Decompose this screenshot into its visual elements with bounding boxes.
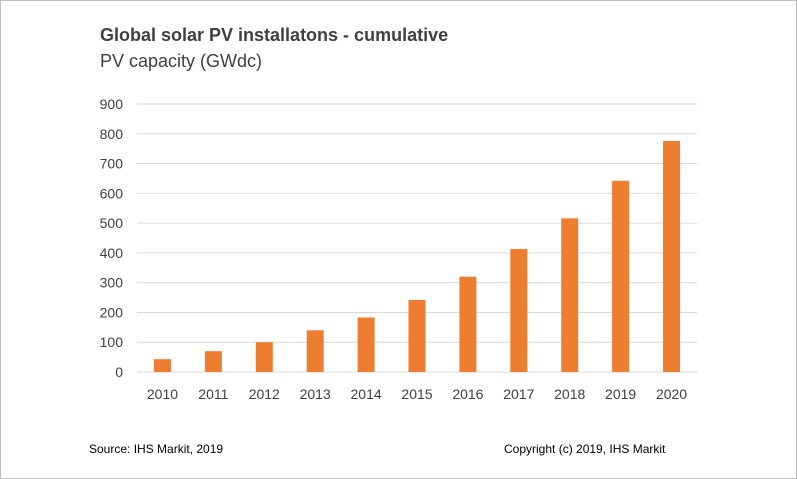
y-axis-ticks: 0 100 200 300 400 500 600 700 800 900 [100,96,124,380]
y-tick-label: 500 [100,215,124,231]
bar-2019 [612,180,630,372]
x-tick-label: 2019 [605,386,636,402]
gridlines [137,103,697,373]
x-tick-label: 2017 [503,386,534,402]
x-tick-label: 2012 [249,386,280,402]
y-tick-label: 800 [100,126,124,142]
bar-2018 [561,218,579,372]
chart-subtitle: PV capacity (GWdc) [100,51,263,71]
y-tick-label: 600 [100,185,124,201]
y-tick-label: 200 [100,304,124,320]
bars [153,140,681,372]
y-tick-label: 700 [100,156,124,172]
bar-2011 [204,351,222,372]
y-tick-label: 100 [100,334,124,350]
bar-2013 [306,330,324,372]
y-tick-label: 300 [100,275,124,291]
x-tick-label: 2014 [351,386,382,402]
y-tick-label: 900 [100,96,124,112]
bar-2016 [459,276,477,372]
copyright-note: Copyright (c) 2019, IHS Markit [504,442,666,456]
x-tick-label: 2011 [198,386,228,402]
bar-2015 [408,299,426,372]
bar-2012 [255,342,273,372]
x-tick-label: 2020 [656,386,687,402]
bar-2010 [153,359,171,372]
x-tick-label: 2018 [554,386,585,402]
x-tick-label: 2013 [300,386,331,402]
y-tick-label: 0 [115,364,123,380]
x-tick-label: 2016 [452,386,483,402]
bar-2014 [357,317,375,372]
bar-2020 [663,140,681,372]
x-tick-label: 2010 [147,386,178,402]
source-note: Source: IHS Markit, 2019 [89,442,224,456]
x-tick-label: 2015 [401,386,432,402]
bar-2017 [510,249,528,372]
x-axis-ticks: 2010 2011 2012 2013 2014 2015 2016 2017 2018 2019… [147,386,687,402]
chart-title: Global solar PV installatons - cumulativ… [100,25,449,45]
y-tick-label: 400 [100,245,124,261]
